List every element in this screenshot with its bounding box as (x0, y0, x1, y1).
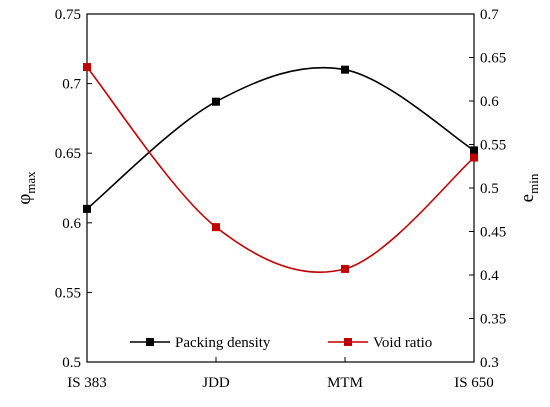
right-axis-title-main: e (517, 194, 538, 202)
legend-packing-density-label: Packing density (175, 335, 271, 351)
right-tick-label: 0.45 (480, 225, 506, 241)
void-ratio-marker (341, 264, 349, 273)
x-tick-label: IS 383 (67, 375, 107, 391)
right-tick-label: 0.3 (480, 355, 499, 371)
plot-area (86, 13, 475, 363)
left-tick-label: 0.55 (55, 285, 81, 301)
x-axis: IS 383 JDD MTM IS 650 (67, 357, 494, 391)
x-tick-label: MTM (327, 375, 363, 391)
right-axis-title: emin (517, 173, 541, 202)
left-y-axis: 0.5 0.55 0.6 0.65 0.7 0.75 (55, 7, 92, 371)
packing-density-marker (212, 97, 220, 106)
void-ratio-marker (212, 223, 220, 232)
right-tick-label: 0.55 (480, 138, 506, 154)
packing-density-marker (470, 146, 478, 155)
legend-void-ratio-marker (344, 338, 352, 346)
legend: Packing density Void ratio (130, 335, 432, 351)
packing-density-marker (341, 65, 349, 74)
left-axis-title-main: φ (14, 194, 35, 205)
legend-packing-density-marker (146, 338, 154, 346)
right-tick-label: 0.65 (480, 51, 506, 67)
left-tick-label: 0.65 (55, 146, 81, 162)
legend-void-ratio-label: Void ratio (373, 335, 432, 351)
right-y-axis: 0.3 0.35 0.4 0.45 0.5 0.55 0.6 0.65 0.7 (469, 7, 506, 371)
right-tick-label: 0.5 (480, 181, 499, 197)
plot-border (86, 13, 475, 363)
right-tick-label: 0.4 (480, 268, 499, 284)
x-tick-label: JDD (202, 375, 230, 391)
left-axis-title: φmax (14, 171, 38, 205)
packing-density-marker (83, 204, 91, 213)
right-tick-label: 0.35 (480, 312, 506, 328)
axis-titles: φmax emin (14, 171, 541, 205)
right-axis-title-sub: min (526, 173, 541, 194)
left-tick-label: 0.6 (62, 216, 81, 232)
left-axis-title-sub: max (23, 171, 38, 194)
right-tick-label: 0.6 (480, 94, 499, 110)
void-ratio-marker (83, 63, 91, 72)
series-layer (83, 63, 478, 273)
left-tick-label: 0.5 (62, 355, 81, 371)
void-ratio-line (86, 66, 475, 273)
right-tick-label: 0.7 (480, 7, 499, 23)
left-tick-label: 0.7 (62, 77, 81, 93)
void-ratio-marker (470, 153, 478, 162)
packing-density-line (86, 66, 475, 210)
left-tick-label: 0.75 (55, 7, 81, 23)
x-tick-label: IS 650 (454, 375, 494, 391)
